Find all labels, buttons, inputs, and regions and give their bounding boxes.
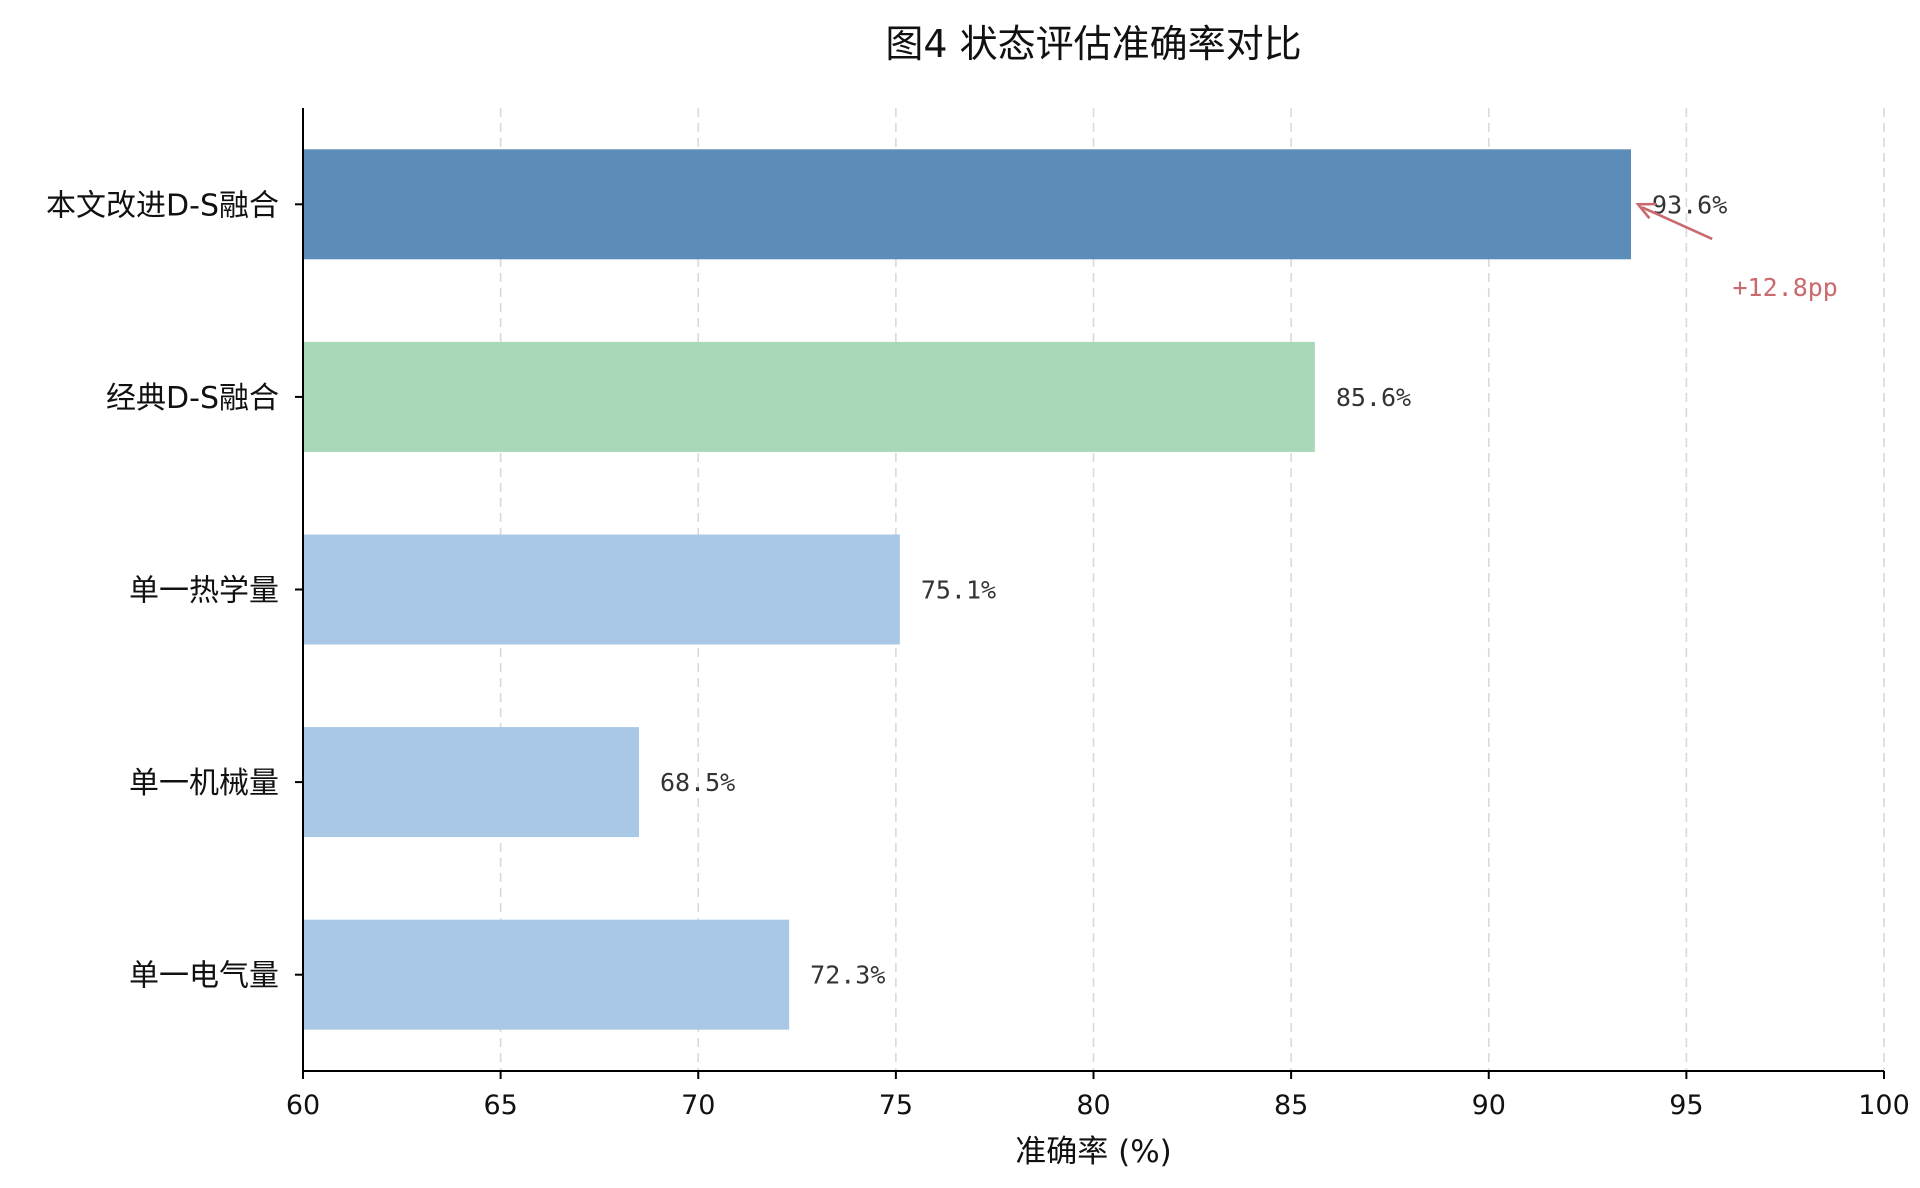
bars (303, 149, 1632, 1030)
value-label-3: 68.5% (660, 768, 735, 797)
x-axis-title: 准确率 (%) (1015, 1134, 1172, 1170)
value-label-0: 93.6% (1652, 190, 1727, 219)
x-tick-label-95: 95 (1669, 1090, 1703, 1121)
x-tick-label-60: 60 (286, 1090, 320, 1121)
bar-1 (303, 341, 1315, 452)
value-label-2: 75.1% (921, 576, 996, 605)
category-label-3: 单一机械量 (129, 766, 279, 801)
category-label-0: 本文改进D-S融合 (46, 188, 279, 223)
value-label-1: 85.6% (1336, 383, 1411, 412)
axes (295, 108, 1885, 1079)
x-tick-label-75: 75 (879, 1090, 913, 1121)
category-label-4: 单一电气量 (129, 959, 279, 994)
category-label-2: 单一热学量 (129, 574, 279, 609)
bar-0 (303, 149, 1632, 260)
bar-2 (303, 534, 900, 645)
category-label-1: 经典D-S融合 (106, 381, 279, 416)
annotation: +12.8pp (1635, 202, 1838, 302)
x-tick-label-85: 85 (1274, 1090, 1308, 1121)
annotation-arrow-head (1635, 202, 1657, 220)
labels: 60 65 70 75 80 85 90 95 100 本文改进D-S融合经典D-S融合单一热学量… (46, 188, 1910, 1121)
bar-3 (303, 727, 639, 838)
annotation-label: +12.8pp (1733, 273, 1838, 302)
chart-title: 图4 状态评估准确率对比 (885, 22, 1301, 66)
x-tick-label-70: 70 (681, 1090, 715, 1121)
x-tick-label-80: 80 (1076, 1090, 1110, 1121)
x-tick-label-65: 65 (483, 1090, 517, 1121)
x-tick-label-100: 100 (1858, 1090, 1910, 1121)
annotation-arrow-shaft (1641, 206, 1713, 241)
value-label-4: 72.3% (810, 961, 885, 990)
x-tick-label-90: 90 (1472, 1090, 1506, 1121)
bar-4 (303, 919, 790, 1030)
